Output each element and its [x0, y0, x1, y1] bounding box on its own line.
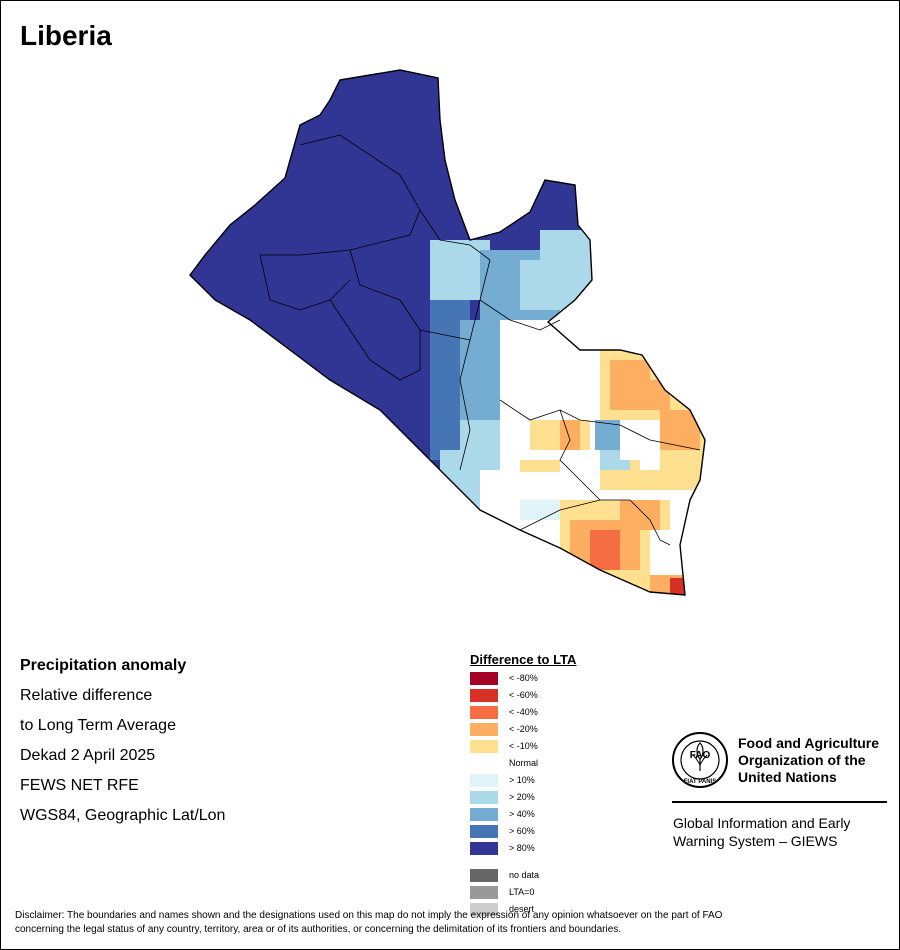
- legend-label: no data: [509, 870, 540, 880]
- legend-label: > 20%: [509, 792, 535, 802]
- legend-label: < -80%: [509, 673, 538, 683]
- legend-item: < -10%: [470, 738, 650, 755]
- legend-swatch: [470, 869, 498, 882]
- map-title: Liberia: [20, 20, 112, 51]
- disclaimer: Disclaimer: The boundaries and names sho…: [15, 909, 885, 937]
- legend-swatch: [470, 706, 498, 719]
- legend-label: > 40%: [509, 809, 535, 819]
- legend-item: > 10%: [470, 772, 650, 789]
- legend-item: > 40%: [470, 806, 650, 823]
- info-line-2: to Long Term Average: [20, 717, 176, 734]
- legend-swatch: [470, 791, 498, 804]
- legend-title: Difference to LTA: [470, 652, 577, 667]
- legend-item: Normal: [470, 755, 650, 772]
- legend-swatch: [470, 842, 498, 855]
- fao-divider: [672, 801, 887, 803]
- legend-item: desert: [470, 901, 650, 918]
- fao-name-line-3: United Nations: [738, 769, 837, 785]
- fao-logo-icon: FAO FIAT PANIS: [672, 732, 728, 788]
- legend-swatch: [470, 886, 498, 899]
- fao-name: Food and Agriculture Organization of the…: [738, 735, 879, 786]
- legend-label: < -20%: [509, 724, 538, 734]
- legend-item: LTA=0: [470, 884, 650, 901]
- svg-text:FAO: FAO: [690, 750, 711, 761]
- legend: Difference to LTA < -80% < -60% < -40% < -2…: [470, 652, 650, 918]
- fao-name-line-1: Food and Agriculture: [738, 735, 880, 751]
- map-info-block: Precipitation anomaly Relative differenc…: [20, 656, 340, 836]
- legend-label: LTA=0: [509, 887, 535, 897]
- info-heading: Precipitation anomaly: [20, 657, 187, 674]
- legend-item: < -20%: [470, 721, 650, 738]
- legend-swatch: [470, 903, 498, 916]
- legend-item: > 80%: [470, 840, 650, 857]
- legend-swatch: [470, 723, 498, 736]
- country-border: [189, 69, 706, 596]
- info-line-5: WGS84, Geographic Lat/Lon: [20, 807, 226, 824]
- disclaimer-line-2: concerning the legal status of any count…: [15, 924, 622, 935]
- legend-swatch: [470, 689, 498, 702]
- giews-line-1: Global Information and Early: [673, 815, 851, 831]
- legend-item: > 60%: [470, 823, 650, 840]
- legend-swatch: [470, 672, 498, 685]
- svg-text:FIAT PANIS: FIAT PANIS: [684, 779, 716, 785]
- legend-item: < -80%: [470, 670, 650, 687]
- disclaimer-line-1: Disclaimer: The boundaries and names sho…: [15, 910, 723, 921]
- legend-label: > 10%: [509, 775, 535, 785]
- legend-swatch: [470, 825, 498, 838]
- legend-label: < -60%: [509, 690, 538, 700]
- legend-label: desert: [509, 904, 535, 914]
- legend-label: > 80%: [509, 843, 535, 853]
- legend-item: > 20%: [470, 789, 650, 806]
- legend-label: > 60%: [509, 826, 535, 836]
- legend-label: < -40%: [509, 707, 538, 717]
- legend-item: no data: [470, 867, 650, 884]
- legend-swatch: [470, 774, 498, 787]
- legend-label: Normal: [509, 758, 539, 768]
- legend-label: < -10%: [509, 741, 538, 751]
- giews-label: Global Information and Early Warning Sys…: [673, 814, 850, 850]
- legend-item: < -40%: [470, 704, 650, 721]
- legend-swatch: [470, 740, 498, 753]
- legend-swatch: [470, 757, 498, 770]
- giews-line-2: Warning System – GIEWS: [673, 833, 838, 849]
- info-line-4: FEWS NET RFE: [20, 777, 139, 794]
- info-line-1: Relative difference: [20, 687, 153, 704]
- legend-swatch: [470, 808, 498, 821]
- fao-name-line-2: Organization of the: [738, 752, 866, 768]
- legend-item: < -60%: [470, 687, 650, 704]
- info-line-3: Dekad 2 April 2025: [20, 747, 156, 764]
- admin-boundaries: [259, 134, 701, 546]
